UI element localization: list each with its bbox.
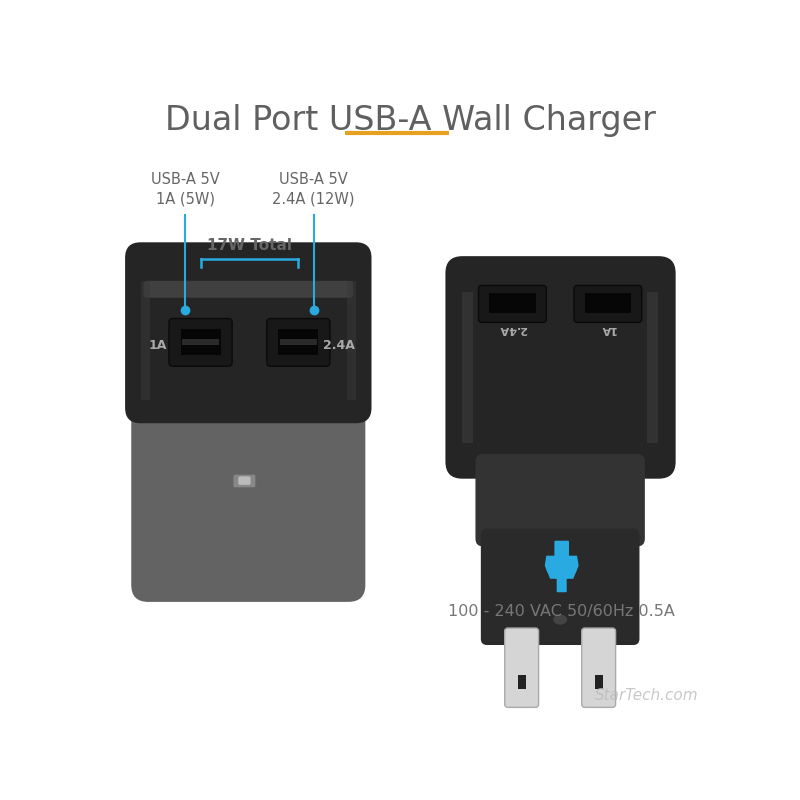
FancyBboxPatch shape [233, 474, 256, 488]
Text: 2.4A: 2.4A [498, 324, 526, 334]
Text: 1A: 1A [600, 324, 616, 334]
Bar [462, 292, 473, 442]
Text: USB-A 5V
1A (5W): USB-A 5V 1A (5W) [150, 172, 219, 207]
FancyBboxPatch shape [505, 628, 538, 707]
Polygon shape [545, 556, 578, 578]
Text: 2.4A: 2.4A [323, 339, 355, 352]
Text: 1A: 1A [148, 339, 166, 352]
Bar [347, 281, 356, 400]
Bar [181, 329, 221, 354]
FancyBboxPatch shape [446, 256, 676, 478]
Ellipse shape [553, 614, 568, 626]
FancyBboxPatch shape [574, 286, 642, 322]
FancyBboxPatch shape [125, 242, 371, 423]
FancyBboxPatch shape [143, 281, 353, 298]
Bar [594, 675, 602, 689]
Bar [585, 293, 631, 313]
Text: StarTech.com: StarTech.com [595, 688, 698, 702]
Bar [278, 329, 318, 354]
FancyBboxPatch shape [582, 628, 615, 707]
FancyBboxPatch shape [562, 541, 569, 557]
Bar [518, 675, 526, 689]
FancyBboxPatch shape [557, 576, 566, 592]
Text: 100 - 240 VAC 50/60Hz 0.5A: 100 - 240 VAC 50/60Hz 0.5A [448, 604, 675, 619]
FancyBboxPatch shape [481, 529, 639, 645]
Bar [144, 385, 352, 408]
Ellipse shape [546, 555, 577, 579]
FancyBboxPatch shape [169, 318, 232, 366]
FancyBboxPatch shape [475, 454, 645, 546]
Bar [141, 281, 150, 400]
Text: USB-A 5V
2.4A (12W): USB-A 5V 2.4A (12W) [273, 172, 355, 207]
Text: Dual Port USB-A Wall Charger: Dual Port USB-A Wall Charger [165, 104, 655, 137]
Bar [490, 293, 535, 313]
FancyBboxPatch shape [554, 541, 562, 557]
Bar [182, 339, 219, 346]
FancyBboxPatch shape [266, 318, 330, 366]
FancyBboxPatch shape [478, 286, 546, 322]
Text: 17W Total: 17W Total [207, 238, 292, 253]
FancyBboxPatch shape [238, 476, 250, 485]
Bar [647, 292, 658, 442]
Bar [280, 339, 317, 346]
FancyBboxPatch shape [131, 326, 366, 602]
